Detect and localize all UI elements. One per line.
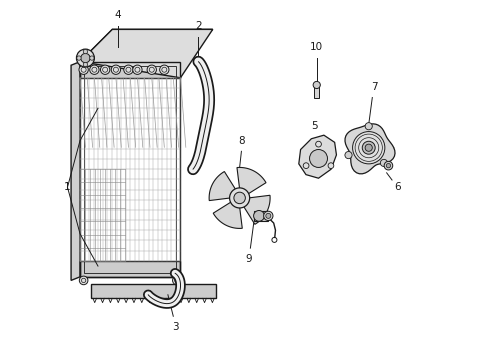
Circle shape: [316, 141, 321, 147]
Circle shape: [77, 56, 81, 60]
Polygon shape: [91, 284, 216, 298]
Circle shape: [380, 159, 388, 167]
Circle shape: [133, 65, 142, 75]
Text: 1: 1: [64, 182, 71, 192]
Circle shape: [172, 276, 181, 285]
Polygon shape: [299, 135, 337, 178]
Circle shape: [264, 211, 273, 221]
Circle shape: [124, 65, 133, 75]
Circle shape: [79, 65, 88, 75]
Polygon shape: [80, 261, 180, 277]
Circle shape: [81, 53, 90, 63]
Text: 6: 6: [394, 182, 401, 192]
Circle shape: [83, 49, 88, 54]
Text: 8: 8: [238, 136, 245, 145]
Polygon shape: [213, 202, 242, 228]
Circle shape: [90, 65, 99, 75]
Circle shape: [160, 65, 169, 75]
Polygon shape: [80, 62, 180, 78]
Circle shape: [310, 149, 327, 167]
Text: 3: 3: [172, 322, 178, 332]
Text: 5: 5: [312, 121, 318, 131]
Circle shape: [254, 211, 265, 221]
Circle shape: [353, 132, 385, 164]
Circle shape: [83, 62, 88, 67]
Text: 2: 2: [195, 21, 202, 31]
Circle shape: [386, 163, 391, 168]
Text: 10: 10: [310, 42, 323, 52]
Polygon shape: [80, 30, 213, 62]
Polygon shape: [80, 30, 213, 78]
Circle shape: [384, 161, 393, 170]
Circle shape: [303, 163, 309, 168]
Polygon shape: [314, 85, 319, 98]
Circle shape: [365, 123, 372, 130]
Circle shape: [362, 141, 375, 154]
Circle shape: [328, 163, 334, 168]
Polygon shape: [254, 211, 269, 221]
Circle shape: [79, 276, 88, 285]
Text: 4: 4: [114, 10, 121, 20]
Circle shape: [345, 152, 352, 159]
Circle shape: [111, 65, 121, 75]
Polygon shape: [244, 195, 270, 224]
Text: 9: 9: [245, 254, 252, 264]
Polygon shape: [237, 167, 266, 194]
Polygon shape: [71, 62, 80, 280]
Circle shape: [230, 188, 250, 208]
Circle shape: [100, 65, 110, 75]
Circle shape: [76, 49, 95, 67]
Circle shape: [365, 144, 372, 151]
Polygon shape: [209, 171, 236, 201]
Circle shape: [266, 213, 271, 219]
Circle shape: [90, 56, 94, 60]
Circle shape: [147, 65, 156, 75]
Circle shape: [234, 192, 245, 204]
Circle shape: [313, 81, 320, 89]
Text: 7: 7: [371, 82, 377, 92]
Polygon shape: [345, 124, 395, 174]
